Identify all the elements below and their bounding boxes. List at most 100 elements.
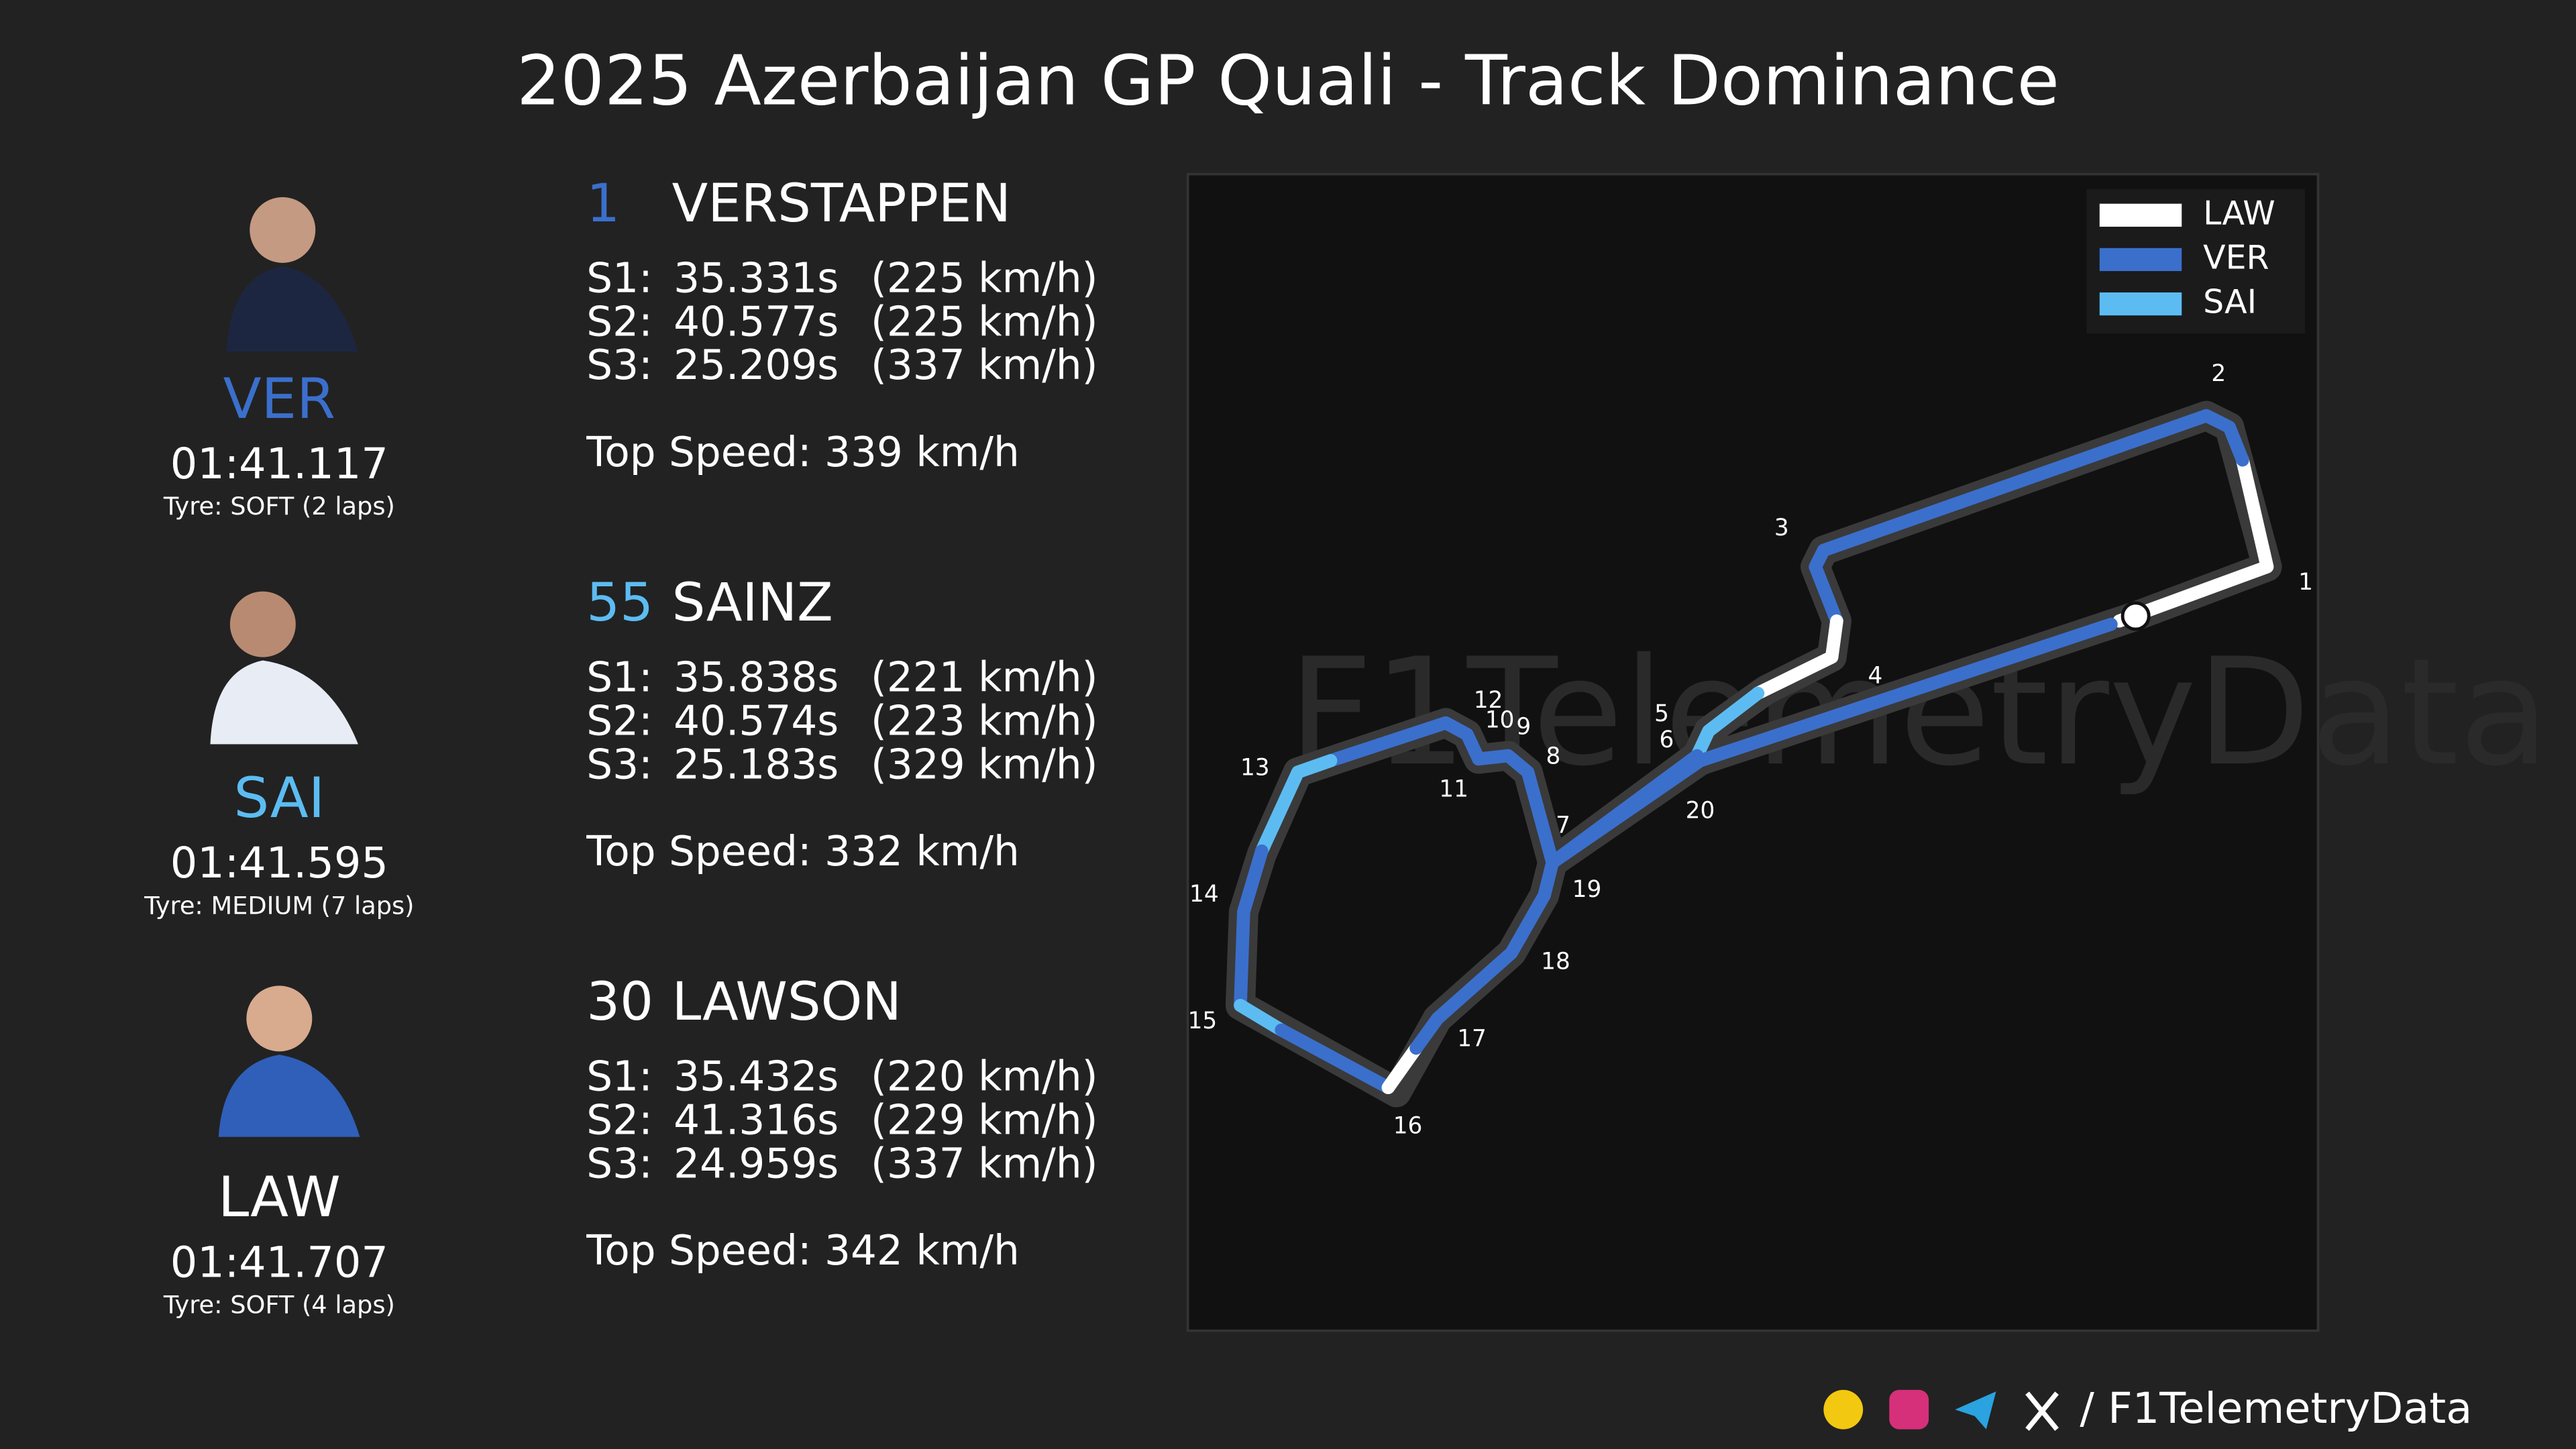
photo: [218, 985, 360, 1137]
track-segment: [1409, 617, 2118, 1055]
tyre-info: Tyre: SOFT (2 laps): [163, 492, 395, 521]
top-speed: Top Speed: 339 km/h: [586, 429, 1020, 476]
corner-label: 16: [1393, 1113, 1423, 1140]
sector-label: S2:: [586, 1096, 652, 1144]
sector-speed: (225 km/h): [871, 254, 1098, 302]
sector-time: 40.574s: [674, 697, 839, 745]
sector-label: S2:: [586, 697, 652, 745]
corner-label: 14: [1189, 881, 1219, 908]
corner-label: 1: [2298, 569, 2313, 596]
sector-label: S3:: [586, 1140, 652, 1187]
corner-label: 11: [1439, 775, 1468, 802]
tyre-info: Tyre: MEDIUM (7 laps): [144, 891, 414, 920]
photo: [226, 197, 358, 352]
title: 2025 Azerbaijan GP Quali - Track Dominan…: [517, 42, 2059, 121]
track-segment: [1324, 716, 1704, 869]
sector-speed: (337 km/h): [871, 341, 1098, 389]
photo: [210, 591, 358, 745]
corner-labels: 1 2 3 4 5 6 7 8 9 10 11 12 13 14 15 16 1…: [1188, 360, 2313, 1140]
driver-photos: [210, 197, 360, 1137]
sector-speed: (223 km/h): [871, 697, 1098, 745]
driver-code: SAI: [233, 765, 325, 830]
icon[interactable]: [1889, 1389, 1929, 1430]
corner-label: 4: [1868, 662, 1882, 689]
track-segment: [1234, 844, 1269, 1012]
sector-speed: (221 km/h): [871, 653, 1098, 701]
sector-label: S1:: [586, 254, 652, 302]
driver-number: 30: [586, 971, 653, 1032]
driver-name: LAWSON: [672, 971, 902, 1032]
track-segment: [1381, 1041, 1423, 1095]
icon[interactable]: [1955, 1391, 1996, 1430]
icon[interactable]: [2025, 1391, 2059, 1431]
footer-handle: / F1TelemetryData: [2080, 1384, 2472, 1434]
track-segment: [2112, 453, 2274, 628]
corner-label: 15: [1188, 1008, 1218, 1034]
corner-label: 7: [1556, 812, 1570, 839]
track-segment: [1275, 1023, 1395, 1095]
corner-label: 20: [1686, 797, 1715, 824]
sector-time: 24.959s: [674, 1140, 839, 1187]
sector-time: 25.183s: [674, 741, 839, 788]
corner-label: 5: [1654, 700, 1669, 727]
track-segment: [1234, 998, 1288, 1037]
sector-time: 35.432s: [674, 1053, 839, 1101]
corner-label: 13: [1240, 755, 1270, 782]
sector-time: 35.331s: [674, 254, 839, 302]
corner-label: 10: [1485, 707, 1515, 734]
sector-label: S1:: [586, 653, 652, 701]
track: [1225, 400, 2282, 1108]
sector-time: 41.316s: [674, 1096, 839, 1144]
sector-label: S3:: [586, 741, 652, 788]
driver-code: LAW: [218, 1165, 341, 1230]
legend-label: SAI: [2203, 283, 2257, 321]
legend: LAW VER SAI: [2099, 194, 2275, 321]
sector-speed: (337 km/h): [871, 1140, 1098, 1187]
driver-name: VERSTAPPEN: [672, 173, 1011, 234]
sector-time: 40.577s: [674, 298, 839, 345]
sector-speed: (220 km/h): [871, 1053, 1098, 1101]
sector-label: S3:: [586, 341, 652, 389]
tyre-info: Tyre: SOFT (4 laps): [163, 1290, 395, 1319]
track-segment: [1255, 754, 1338, 858]
corner-label: 9: [1516, 713, 1531, 740]
start-marker: [2121, 601, 2151, 631]
corner-label: 17: [1457, 1026, 1487, 1053]
corner-label: 19: [1572, 876, 1602, 903]
sector-speed: (225 km/h): [871, 298, 1098, 345]
corner-label: 18: [1541, 949, 1570, 975]
driver-code: VER: [223, 366, 335, 431]
driver-name: SAINZ: [672, 572, 833, 633]
track-segment: [1751, 614, 1843, 700]
driver-list: VER 01:41.117 Tyre: SOFT (2 laps) 1 VERSTAPP…: [144, 173, 1097, 1319]
lap-time: 01:41.117: [170, 439, 388, 489]
sector-speed: (329 km/h): [871, 741, 1098, 788]
lap-time: 01:41.595: [170, 839, 388, 888]
legend-swatch: [2099, 203, 2182, 227]
icon[interactable]: [1823, 1389, 1864, 1430]
sector-label: S2:: [586, 298, 652, 345]
legend-swatch: [2099, 292, 2182, 316]
legend-swatch: [2099, 248, 2182, 272]
corner-label: 12: [1474, 687, 1503, 714]
sector-time: 25.209s: [674, 341, 839, 389]
legend-label: VER: [2203, 238, 2269, 276]
corner-label: 3: [1774, 515, 1789, 541]
legend-label: LAW: [2203, 194, 2275, 232]
track-segment: [1809, 409, 2249, 628]
corner-label: 2: [2211, 360, 2226, 387]
driver-number: 1: [586, 173, 620, 234]
track-segment: [1690, 686, 1765, 763]
lap-time: 01:41.707: [170, 1238, 388, 1287]
corner-label: 6: [1659, 727, 1674, 753]
sector-speed: (229 km/h): [871, 1096, 1098, 1144]
top-speed: Top Speed: 332 km/h: [586, 828, 1020, 875]
top-speed: Top Speed: 342 km/h: [586, 1227, 1020, 1275]
sector-label: S1:: [586, 1053, 652, 1101]
corner-label: 8: [1546, 743, 1560, 769]
social-icons: [1823, 1389, 2059, 1431]
driver-number: 55: [586, 572, 653, 633]
sector-time: 35.838s: [674, 653, 839, 701]
